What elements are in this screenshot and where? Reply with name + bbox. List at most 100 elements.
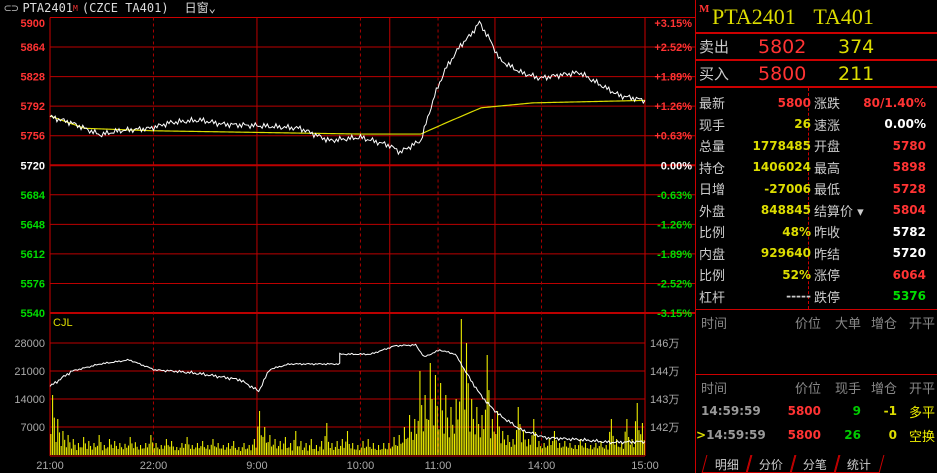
quote-stat-row: 杠杆 ----- bbox=[696, 286, 817, 308]
stat-value: 5804 bbox=[892, 203, 926, 218]
column-header: 开平 bbox=[908, 381, 935, 397]
column-header: 价位 bbox=[794, 316, 821, 332]
volume-tick-label: 28000 bbox=[14, 338, 45, 350]
symbol-name: PTA2401 bbox=[22, 1, 74, 15]
tab-3[interactable]: 统计 bbox=[833, 455, 885, 473]
quote-stat-row: 比例 48% bbox=[696, 221, 817, 243]
pct-tick-label: 0.00% bbox=[661, 160, 692, 172]
column-header: 时间 bbox=[701, 316, 728, 332]
current-marker-icon: > bbox=[696, 428, 707, 442]
tick-type: 多平 bbox=[908, 405, 935, 421]
quote-stats: 最新 5800 现手 26 总量 1778485 持仓 1406024 日增 -27006 外盘 84… bbox=[696, 88, 937, 310]
price-line bbox=[49, 20, 646, 156]
quote-stat-row: 日增 -27006 bbox=[696, 178, 817, 200]
time-tick-label: 21:00 bbox=[36, 460, 64, 472]
quote-stat-row: 跌停 5376 bbox=[811, 286, 932, 308]
price-tick-label: 5540 bbox=[21, 308, 45, 320]
stat-label: 昨结 bbox=[814, 247, 841, 263]
time-tick-label: 22:00 bbox=[140, 460, 168, 472]
pct-tick-label: +2.52% bbox=[654, 42, 692, 54]
price-tick-label: 5828 bbox=[21, 72, 45, 84]
stat-value: 1778485 bbox=[752, 138, 811, 153]
quote-stat-row: 速涨 0.00% bbox=[811, 114, 932, 136]
quote-code: TA401 bbox=[813, 4, 874, 29]
stat-value: 80/1.40% bbox=[863, 95, 926, 110]
stat-value: 48% bbox=[782, 224, 811, 239]
window-menu[interactable]: 日窗⌄ bbox=[184, 1, 216, 15]
quote-stat-row: 涨跌 80/1.40% bbox=[811, 92, 932, 114]
pct-tick-label: -3.15% bbox=[657, 308, 692, 320]
oi-tick-label: 146万 bbox=[650, 338, 679, 350]
volume-tick-label: 14000 bbox=[14, 394, 45, 406]
stat-value: -27006 bbox=[764, 181, 811, 196]
exchange-code: (CZCE TA401) bbox=[81, 1, 169, 15]
stat-label: 持仓 bbox=[699, 161, 726, 177]
quote-header: M PTA2401 TA401 bbox=[696, 0, 937, 34]
stat-value: ----- bbox=[786, 289, 811, 304]
quote-stat-row: 昨收 5782 bbox=[811, 221, 932, 243]
stat-label: 现手 bbox=[699, 118, 726, 134]
column-header: 增仓 bbox=[870, 381, 897, 397]
pct-tick-label: -2.52% bbox=[657, 278, 692, 290]
stat-label: 涨跌 bbox=[814, 97, 841, 113]
stat-label: 涨停 bbox=[814, 269, 841, 285]
stat-label: 内盘 bbox=[699, 247, 726, 263]
market-badge: M bbox=[73, 4, 78, 13]
stat-label: 最低 bbox=[814, 183, 841, 199]
stat-label: 总量 bbox=[699, 140, 726, 156]
stat-value: 848845 bbox=[760, 203, 811, 218]
link-icon[interactable]: ⊂⊃ bbox=[4, 1, 19, 15]
tick-type: 空换 bbox=[908, 429, 935, 445]
chart-title-bar: ⊂⊃ PTA2401 M (CZCE TA401) 日窗⌄ bbox=[0, 0, 695, 17]
tab-0[interactable]: 明细 bbox=[701, 455, 753, 473]
chevron-down-icon: ⌄ bbox=[208, 1, 216, 15]
price-tick-label: 5864 bbox=[21, 42, 46, 54]
stat-label: 日增 bbox=[699, 183, 726, 199]
pct-tick-label: +1.26% bbox=[654, 101, 692, 113]
price-tick-label: 5648 bbox=[21, 219, 45, 231]
time-tick-label: 14:00 bbox=[528, 460, 556, 472]
stat-label[interactable]: 结算价 ▾ bbox=[814, 204, 864, 220]
tick-time: 14:59:59 bbox=[701, 404, 761, 418]
price-tick-label: 5612 bbox=[21, 249, 45, 261]
stat-value: 5782 bbox=[892, 224, 926, 239]
bid-row: 买入 5800 211 bbox=[696, 61, 937, 88]
stat-value: 5376 bbox=[892, 289, 926, 304]
quote-stat-row: 持仓 1406024 bbox=[696, 157, 817, 179]
avg-price-line bbox=[49, 99, 646, 135]
quote-stat-row: 外盘 848845 bbox=[696, 200, 817, 222]
ask-row: 卖出 5802 374 bbox=[696, 34, 937, 61]
price-tick-label: 5756 bbox=[21, 131, 45, 143]
column-header: 开平 bbox=[908, 316, 935, 332]
stat-label: 昨收 bbox=[814, 226, 841, 242]
quote-stat-row: 开盘 5780 bbox=[811, 135, 932, 157]
quote-stat-row: 比例 52% bbox=[696, 264, 817, 286]
stat-label: 开盘 bbox=[814, 140, 841, 156]
stat-value: 52% bbox=[782, 267, 811, 282]
tick-row[interactable]: >14:59:59 5800 26 0 空换 bbox=[696, 423, 937, 447]
stat-value: 6064 bbox=[892, 267, 926, 282]
quote-stat-row: 结算价 ▾ 5804 bbox=[811, 200, 932, 222]
stat-label: 跌停 bbox=[814, 290, 841, 306]
stat-value: 929640 bbox=[760, 246, 811, 261]
price-tick-label: 5720 bbox=[21, 160, 45, 172]
quote-stat-row: 最高 5898 bbox=[811, 157, 932, 179]
tick-row[interactable]: 14:59:59 5800 9 -1 多平 bbox=[696, 399, 937, 423]
stat-label: 外盘 bbox=[699, 204, 726, 220]
pct-tick-label: +1.89% bbox=[654, 72, 692, 84]
tab-1[interactable]: 分价 bbox=[745, 455, 797, 473]
tick-oi: -1 bbox=[883, 404, 897, 418]
stat-value: 5800 bbox=[777, 95, 811, 110]
column-header: 大单 bbox=[834, 316, 861, 332]
stat-value: 0.00% bbox=[884, 117, 926, 132]
price-tick-label: 5684 bbox=[21, 190, 46, 202]
pct-tick-label: +0.63% bbox=[654, 131, 692, 143]
quote-symbol: PTA2401 bbox=[712, 4, 796, 29]
quote-stat-row: 最低 5728 bbox=[811, 178, 932, 200]
tick-oi: 0 bbox=[888, 428, 897, 442]
panel-tabs: 明细 分价 分笔 统计 bbox=[701, 455, 885, 473]
tab-2[interactable]: 分笔 bbox=[789, 455, 841, 473]
stat-label: 速涨 bbox=[814, 118, 841, 134]
intraday-chart[interactable]: 5900 +3.15% 5864 +2.52% 5828 +1.89% 5792 +1.26%… bbox=[0, 0, 695, 473]
oi-tick-label: 144万 bbox=[650, 366, 679, 378]
